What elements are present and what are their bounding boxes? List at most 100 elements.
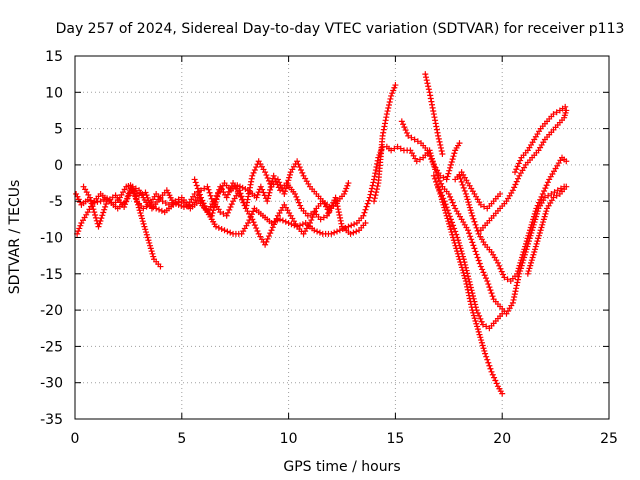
data-point: [514, 270, 521, 277]
data-point: [514, 268, 521, 275]
data-point: [476, 331, 483, 338]
data-point: [515, 160, 522, 167]
data-point: [237, 190, 244, 197]
data-point: [388, 92, 395, 99]
data-point: [140, 205, 147, 212]
data-point: [450, 202, 457, 209]
data-point: [486, 362, 493, 369]
data-point: [486, 284, 493, 291]
data-point: [193, 182, 200, 189]
data-point: [209, 209, 216, 216]
data-point: [373, 163, 380, 170]
data-point: [465, 276, 472, 283]
data-point: [286, 174, 293, 181]
data-point: [435, 183, 442, 190]
data-point: [432, 178, 439, 185]
data-point: [524, 270, 531, 277]
data-point: [402, 127, 409, 134]
data-point: [430, 111, 437, 118]
data-point: [134, 199, 141, 206]
data-point: [345, 180, 352, 187]
data-point: [517, 259, 524, 266]
data-point: [157, 263, 164, 270]
data-point: [456, 172, 463, 179]
data-point: [513, 178, 520, 185]
data-point: [227, 229, 234, 236]
data-point: [481, 203, 488, 210]
data-point: [92, 214, 99, 221]
data-point: [541, 194, 548, 201]
data-point: [530, 216, 537, 223]
data-point: [480, 345, 487, 352]
data-point: [383, 111, 390, 118]
data-point: [463, 267, 470, 274]
data-point: [383, 114, 390, 121]
data-point: [96, 220, 103, 227]
data-point: [524, 235, 531, 242]
data-point: [518, 254, 525, 261]
data-point: [414, 138, 421, 145]
data-point: [543, 182, 550, 189]
data-point: [460, 184, 467, 191]
data-point: [170, 199, 177, 206]
data-point: [371, 198, 378, 205]
data-point: [446, 223, 453, 230]
data-point: [297, 166, 304, 173]
data-point: [493, 380, 500, 387]
data-point: [293, 193, 300, 200]
data-point: [437, 141, 444, 148]
data-point: [512, 169, 519, 176]
data-point: [532, 243, 539, 250]
data-point: [466, 201, 473, 208]
data-point: [251, 166, 258, 173]
data-point: [137, 209, 144, 216]
data-point: [466, 278, 473, 285]
data-point: [539, 221, 546, 228]
data-point: [427, 153, 434, 160]
data-point: [541, 188, 548, 195]
data-point: [147, 245, 154, 252]
data-point: [103, 201, 110, 208]
data-point: [544, 179, 551, 186]
data-point: [439, 151, 446, 158]
data-point: [438, 147, 445, 154]
data-point: [228, 201, 235, 208]
data-point: [491, 374, 498, 381]
data-point: [382, 120, 389, 127]
data-point: [73, 190, 80, 197]
data-point: [267, 186, 274, 193]
data-point: [297, 202, 304, 209]
data-point: [513, 285, 520, 292]
data-point: [467, 284, 474, 291]
data-point: [429, 104, 436, 111]
data-point: [468, 287, 475, 294]
y-tick-label: 0: [54, 158, 63, 174]
data-point: [427, 92, 434, 99]
data-point: [470, 242, 477, 249]
data-point: [478, 337, 485, 344]
data-point: [286, 171, 293, 178]
data-point: [449, 156, 456, 163]
data-point: [435, 135, 442, 142]
data-point: [140, 220, 147, 227]
data-point: [471, 298, 478, 305]
data-point: [471, 245, 478, 252]
data-point: [479, 266, 486, 273]
data-point: [413, 158, 420, 165]
data-point: [347, 230, 354, 237]
data-point: [362, 219, 369, 226]
data-point: [520, 249, 527, 256]
data-point: [425, 150, 432, 157]
data-point: [333, 200, 340, 207]
data-point: [211, 204, 218, 211]
data-point: [488, 368, 495, 375]
data-point: [424, 147, 431, 154]
data-point: [472, 304, 479, 311]
data-point: [89, 203, 96, 210]
data-point: [249, 172, 256, 179]
data-point: [527, 262, 534, 269]
data-point: [425, 83, 432, 90]
data-point: [475, 328, 482, 335]
data-point: [474, 227, 481, 234]
data-point: [123, 195, 130, 202]
